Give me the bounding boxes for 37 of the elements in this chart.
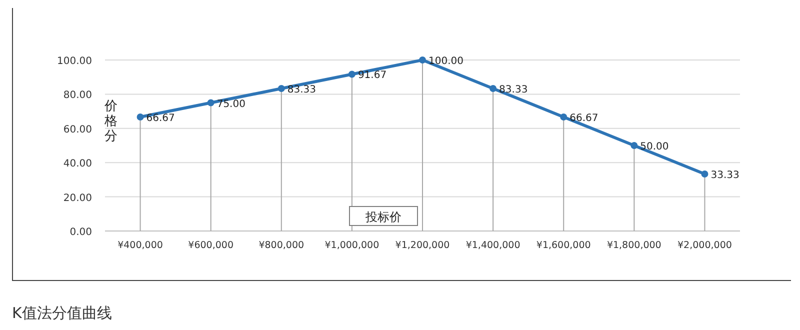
x-tick-label: ¥400,000	[118, 240, 163, 251]
y-tick-label: 60.00	[63, 124, 92, 136]
point	[630, 142, 638, 149]
data-label: 66.67	[570, 112, 598, 124]
data-label: 83.33	[499, 84, 528, 96]
y-tick-label: 40.00	[63, 158, 92, 170]
point	[136, 113, 144, 120]
y-tick-label: 20.00	[63, 192, 92, 204]
x-tick-label: ¥1,200,000	[395, 240, 450, 251]
point	[419, 56, 426, 64]
y-axis-title: 价格分	[104, 99, 118, 144]
point	[207, 99, 214, 106]
point	[490, 85, 497, 92]
data-label: 33.33	[710, 170, 740, 182]
text: K值法分值曲线	[12, 304, 112, 322]
point	[560, 113, 568, 120]
point	[278, 85, 285, 92]
point	[701, 170, 708, 178]
data-label: 50.00	[640, 142, 669, 152]
x-tick-label: ¥1,600,000	[536, 240, 591, 251]
x-tick-label: ¥1,000,000	[324, 240, 380, 251]
y-tick-label: 80.00	[63, 90, 92, 102]
x-tick-label: ¥600,000	[188, 240, 234, 251]
x-tick-label: ¥2,000,000	[678, 240, 732, 251]
data-label: 83.33	[287, 84, 316, 96]
point	[348, 70, 356, 78]
data-label: 100.00	[428, 56, 464, 67]
data-label: 75.00	[216, 98, 246, 110]
y-tick-label: 0.00	[70, 227, 92, 238]
data-label: 91.67	[358, 70, 387, 82]
xlabel: 投标价	[349, 206, 418, 226]
x-tick-label: ¥1,800,000	[606, 240, 662, 251]
x-tick-label: ¥1,400,000	[466, 240, 520, 251]
x-tick-label: ¥800,000	[258, 240, 304, 251]
data-label: 66.67	[146, 112, 175, 124]
x-axis-title: 投标价	[364, 210, 402, 224]
y-tick-label: 100.00	[57, 56, 92, 67]
